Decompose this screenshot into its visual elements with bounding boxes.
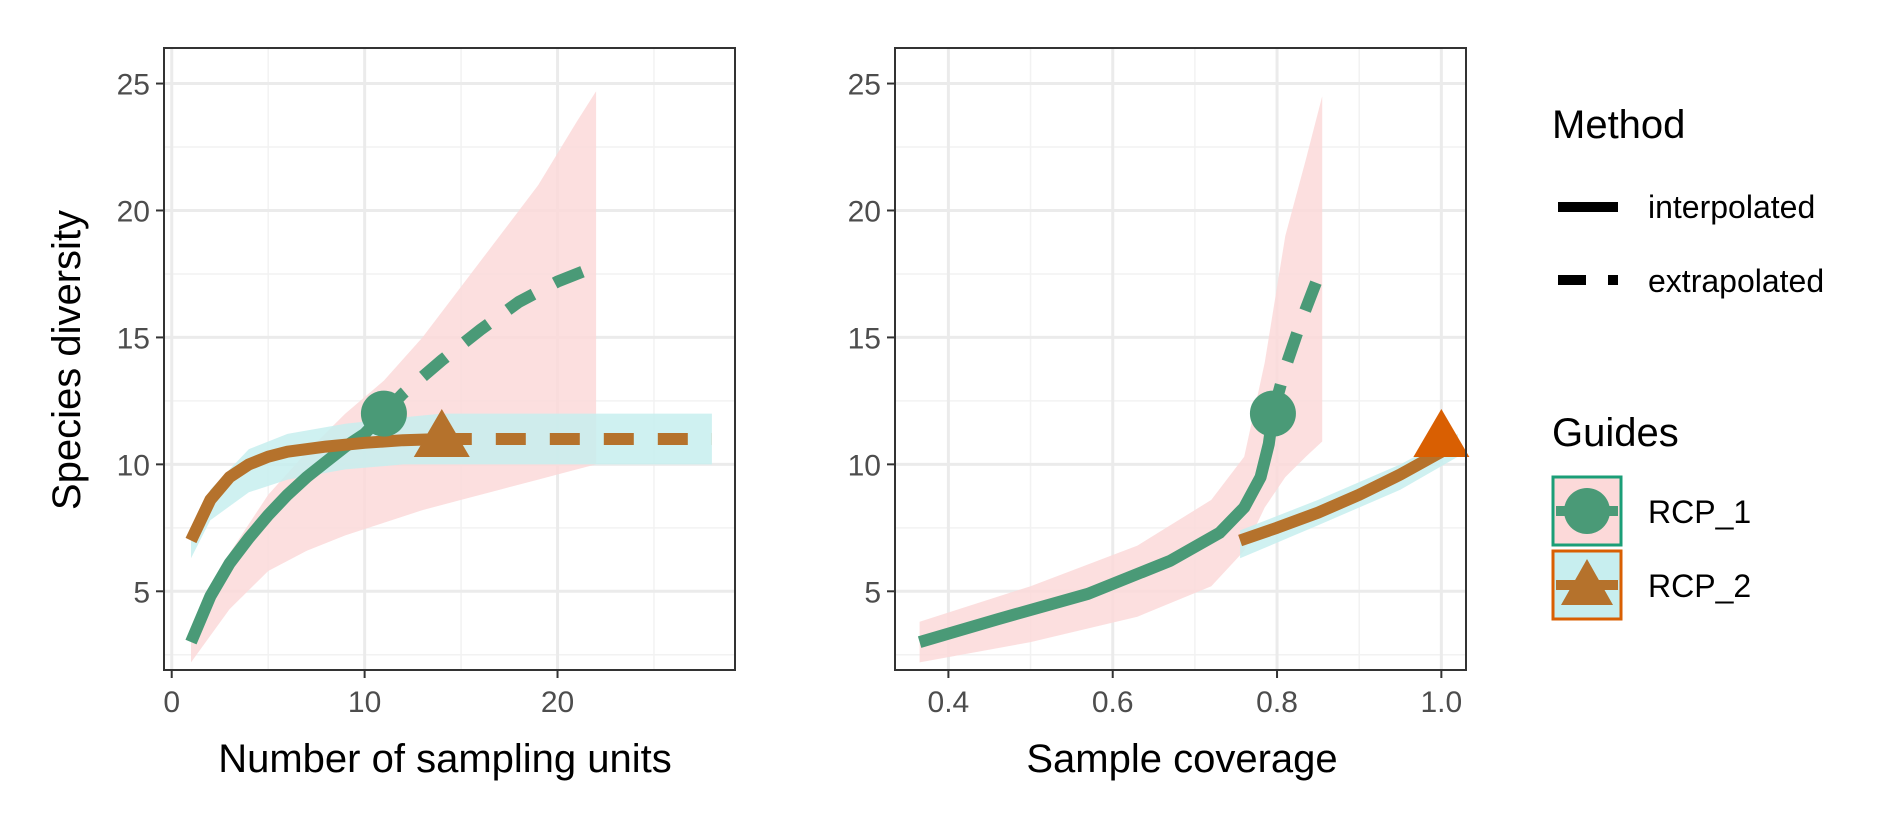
left-y-axis-title: Species diversity	[45, 210, 89, 510]
right-x-tick-label: 0.4	[928, 686, 970, 719]
left-extrapolated-line-rcp1	[379, 260, 599, 418]
right-y-tick-label: 10	[848, 449, 881, 482]
left-reference-point-rcp1	[360, 390, 407, 437]
left-x-tick-label: 10	[348, 686, 381, 719]
left-panel-border	[163, 47, 736, 671]
right-extrapolated-line-rcp1	[1267, 264, 1328, 416]
right-gridlines	[895, 48, 1466, 670]
legend-interpolated-label: interpolated	[1648, 189, 1815, 225]
left-y-tick-label: 5	[133, 576, 150, 609]
right-y-tick-label: 25	[848, 69, 881, 102]
left-x-tick-label: 0	[163, 686, 180, 719]
legend-method-title: Method	[1552, 103, 1685, 147]
legend-guide-rcp2-key	[1551, 549, 1623, 621]
legend-extrapolated-label: extrapolated	[1648, 263, 1824, 299]
legend-guide-rcp1-label: RCP_1	[1648, 494, 1751, 530]
right-panel-border	[894, 47, 1467, 671]
right-ci-band-rcp1	[919, 96, 1323, 663]
left-interpolated-line-rcp2	[185, 433, 442, 544]
right-x-tick-label: 0.6	[1092, 686, 1134, 719]
legend-guides: Guides RCP_1 RCP_2	[1551, 411, 1751, 621]
legend-method: Method interpolated extrapolated	[1552, 103, 1824, 299]
right-interpolated-line-rcp1	[917, 412, 1279, 648]
left-y-tick-label: 15	[117, 322, 150, 355]
right-reference-point-rcp1	[1249, 390, 1296, 437]
left-panel-sampling-units: 0 10 20 5 10 15 20 25	[117, 47, 736, 719]
left-y-tick-label: 25	[117, 69, 150, 102]
legend-guide-rcp2-label: RCP_2	[1648, 568, 1751, 604]
left-reference-point-rcp2	[413, 408, 470, 457]
right-y-tick-label: 15	[848, 322, 881, 355]
right-panel-sample-coverage: 0.4 0.6 0.8 1.0 5 10 15 20 25	[848, 47, 1470, 719]
right-x-tick-label: 1.0	[1420, 686, 1462, 719]
left-ci-band-rcp1	[191, 91, 597, 663]
right-y-tick-label: 20	[848, 195, 881, 228]
left-x-tick-label: 20	[541, 686, 574, 719]
right-reference-point-rcp2	[1413, 408, 1470, 457]
right-x-axis-title: Sample coverage	[1026, 737, 1337, 781]
right-x-tick-label: 0.8	[1256, 686, 1298, 719]
legend-guides-title: Guides	[1552, 411, 1679, 455]
left-y-tick-label: 10	[117, 449, 150, 482]
left-y-tick-label: 20	[117, 195, 150, 228]
legend-guide-rcp1-key	[1551, 475, 1623, 547]
right-y-tick-label: 5	[864, 576, 881, 609]
left-x-axis-title: Number of sampling units	[218, 737, 672, 781]
